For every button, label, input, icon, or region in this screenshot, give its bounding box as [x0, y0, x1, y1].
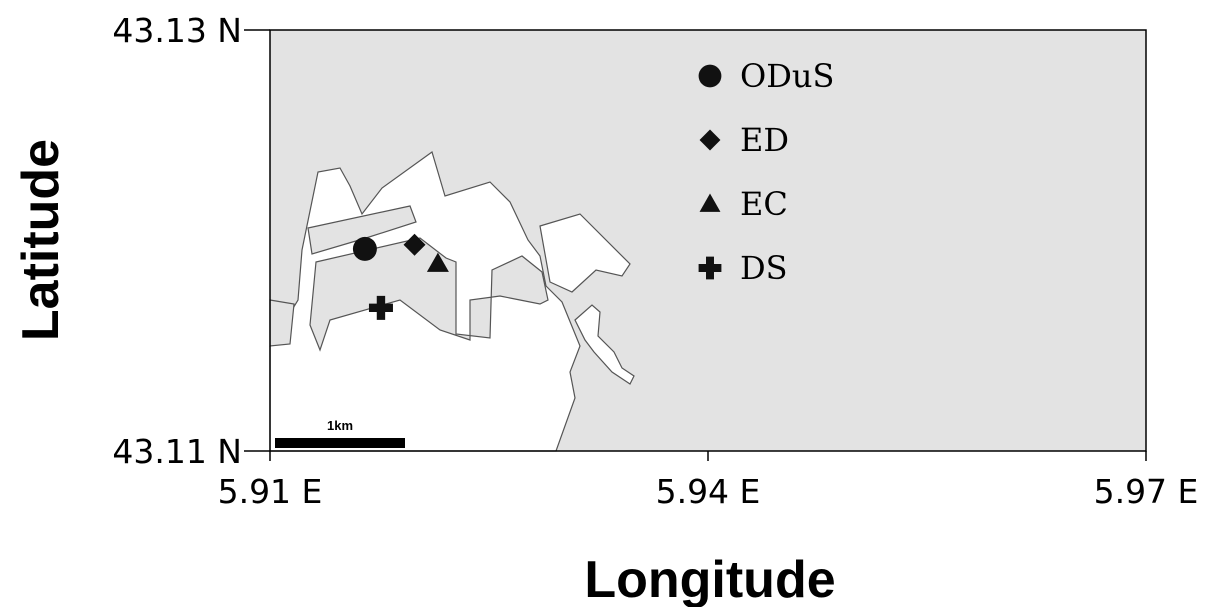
- y-tick-label: 43.11 N: [112, 432, 242, 471]
- x-tick-label: 5.94 E: [656, 472, 761, 511]
- site-marker: [352, 236, 377, 261]
- legend-label: EC: [740, 185, 788, 223]
- scale-bar: [275, 438, 405, 448]
- legend-label: ED: [740, 121, 789, 159]
- legend-label: DS: [740, 249, 788, 287]
- legend-marker: [699, 129, 721, 151]
- site-marker: [403, 233, 426, 256]
- legend-marker: [698, 256, 722, 280]
- y-tick-label: 43.13 N: [112, 11, 242, 50]
- basin: [307, 205, 417, 255]
- legend-marker: [698, 64, 722, 88]
- y-axis-title: Latitude: [12, 139, 70, 341]
- legend-label: ODuS: [740, 57, 834, 95]
- basins: [269, 205, 549, 352]
- basin: [269, 299, 295, 347]
- x-tick-label: 5.91 E: [218, 472, 323, 511]
- pier: [574, 304, 635, 385]
- site-marker: [368, 295, 393, 320]
- legend-marker: [699, 193, 721, 212]
- scale-label: 1km: [327, 418, 353, 433]
- x-axis-title: Longitude: [584, 551, 835, 607]
- basin: [309, 237, 549, 352]
- site-marker: [426, 252, 449, 272]
- island: [539, 213, 631, 293]
- x-tick-label: 5.97 E: [1094, 472, 1199, 511]
